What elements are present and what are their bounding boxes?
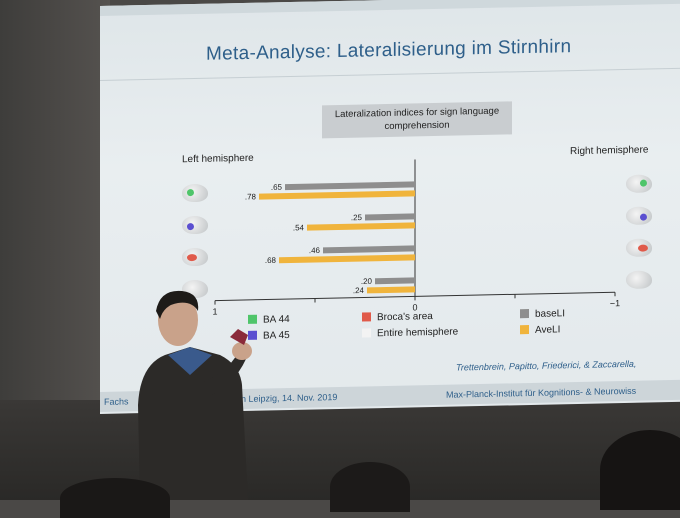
- bar-baseli-0: [285, 181, 415, 191]
- data-label-baseli-0: .65: [271, 183, 283, 192]
- legend-entire: Entire hemisphere: [362, 326, 458, 339]
- x-tick-label: 0: [412, 302, 417, 312]
- bar-aveli-2: [279, 254, 415, 264]
- audience-head: [60, 478, 170, 518]
- legend-baseli-text: baseLI: [535, 308, 566, 320]
- legend-broca: Broca's area: [362, 311, 433, 323]
- legend-ba44-text: BA 44: [263, 314, 290, 326]
- data-label-aveli-2: .68: [265, 256, 277, 265]
- chart-title: Lateralization indices for sign language…: [322, 101, 512, 139]
- legend-entire-text: Entire hemisphere: [377, 326, 459, 340]
- x-tick-label: −1: [610, 298, 620, 308]
- data-label-baseli-1: .25: [351, 213, 363, 222]
- data-label-aveli-1: .54: [293, 223, 305, 232]
- data-label-aveli-0: .78: [245, 192, 257, 201]
- citation: Trettenbrein, Papitto, Friederici, & Zac…: [456, 358, 637, 373]
- data-label-baseli-2: .46: [309, 246, 321, 255]
- baseli-swatch: [520, 309, 529, 319]
- legend-aveli: AveLI: [520, 324, 560, 336]
- data-label-baseli-3: .20: [361, 277, 373, 286]
- footer-left-text: Fachs: [104, 396, 129, 407]
- bar-aveli-0: [259, 190, 415, 200]
- x-tick-label: 1: [212, 307, 217, 317]
- legend-broca-text: Broca's area: [377, 311, 433, 324]
- projected-slide: Meta-Analyse: Lateralisierung im Stirnhi…: [100, 0, 680, 414]
- bar-baseli-3: [375, 277, 415, 285]
- slide-title: Meta-Analyse: Lateralisierung im Stirnhi…: [206, 36, 572, 65]
- audience-head: [600, 430, 680, 510]
- bar-baseli-1: [365, 213, 415, 221]
- data-label-aveli-3: .24: [353, 286, 365, 295]
- legend-aveli-text: AveLI: [535, 324, 561, 336]
- entire-swatch: [362, 328, 371, 338]
- bar-aveli-3: [367, 286, 415, 294]
- footer-institute-text: Max-Planck-Institut für Kognitions- & Ne…: [446, 385, 637, 400]
- presenter: [138, 290, 252, 500]
- lateralization-chart: 1 0 −1 .65 .78 .25 .54 .46 .68 .20.24: [212, 159, 620, 317]
- slide-top-bar: [100, 0, 680, 16]
- audience-head: [330, 462, 410, 512]
- title-divider: [100, 67, 680, 81]
- legend-ba45-text: BA 45: [263, 330, 290, 342]
- aveli-swatch: [520, 325, 529, 335]
- broca-swatch: [362, 312, 371, 322]
- legend-baseli: baseLI: [520, 308, 565, 320]
- bar-aveli-1: [307, 222, 415, 231]
- bar-baseli-2: [323, 245, 415, 254]
